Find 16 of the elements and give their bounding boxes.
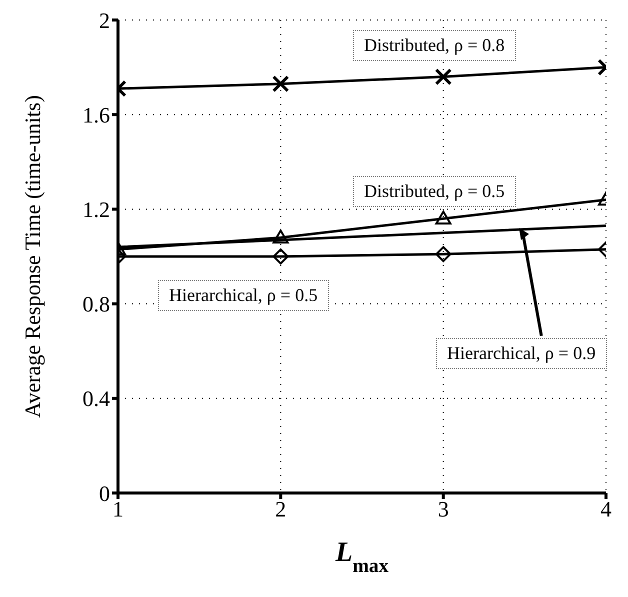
series-label: Distributed, ρ = 0.8 <box>353 30 516 61</box>
y-tick-label: 1.6 <box>82 102 110 128</box>
y-tick-label: 1.2 <box>82 197 110 222</box>
y-tick-label: 0.8 <box>82 292 110 317</box>
y-tick-label: 0.4 <box>82 386 110 412</box>
x-tick-label: 3 <box>438 496 449 522</box>
y-tick-label: 0 <box>99 480 110 506</box>
text: Hierarchical, ρ = 0.9 <box>436 338 607 369</box>
x-tick-label: 1 <box>112 496 124 522</box>
x-tick-label: 2 <box>275 496 286 522</box>
x-axis-title: L$_{max}$ <box>334 537 389 576</box>
x-tick-label: 4 <box>600 496 612 522</box>
series-label: Hierarchical, ρ = 0.5 <box>158 280 329 311</box>
y-axis-title: Average Response Time (time-units) <box>20 95 45 418</box>
y-tick-label: 2 <box>99 8 110 33</box>
series-label: Distributed, ρ = 0.5 <box>353 176 516 207</box>
